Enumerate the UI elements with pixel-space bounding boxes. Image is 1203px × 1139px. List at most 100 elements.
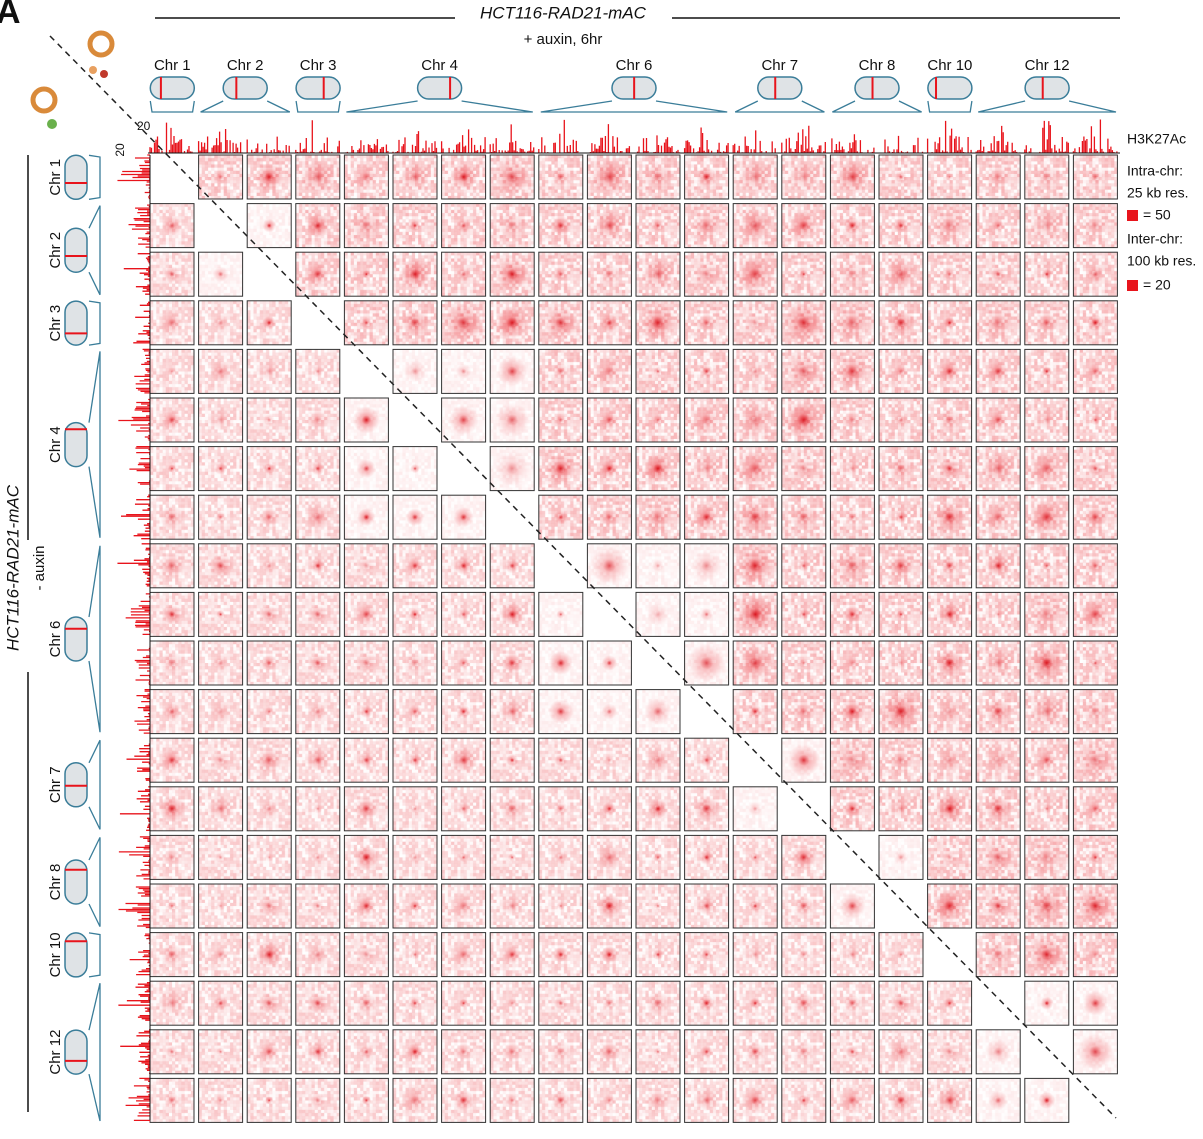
tile-border <box>489 737 535 783</box>
contact-tile <box>392 980 438 1026</box>
h3k27ac-track <box>1072 119 1118 153</box>
contact-tile <box>975 397 1021 443</box>
tile-border <box>732 446 778 492</box>
tile-spot <box>646 602 670 626</box>
tile-border <box>829 446 875 492</box>
tile-border <box>489 203 535 249</box>
legend-swatch <box>1127 280 1138 291</box>
tile-spot <box>456 704 471 719</box>
legend-text: = 20 <box>1143 277 1171 293</box>
contact-tile <box>1072 494 1118 540</box>
cell-icon <box>47 119 57 129</box>
legend-text: 100 kb res. <box>1127 253 1196 269</box>
tile-border <box>295 689 341 735</box>
tile-spot <box>985 504 1012 531</box>
tile-border <box>246 446 292 492</box>
tile-spot <box>548 699 574 725</box>
tile-spot <box>162 215 182 236</box>
tile-spot <box>1041 560 1052 571</box>
contact-tile <box>635 932 681 978</box>
tile-border <box>441 203 487 249</box>
tile-border <box>489 348 535 394</box>
tile-spot <box>983 648 1013 678</box>
tile-spot <box>790 503 818 531</box>
tile-border <box>684 543 730 589</box>
tile-spot <box>500 699 525 724</box>
tile-spot <box>884 258 918 291</box>
tile-spot <box>601 703 618 720</box>
tile-spot <box>793 992 815 1014</box>
contact-tile <box>489 446 535 492</box>
tile-spot <box>844 460 861 477</box>
tile-border <box>441 300 487 346</box>
tile-spot <box>1029 937 1064 972</box>
h3k27ac-track <box>126 737 150 783</box>
chr-icon <box>927 76 973 100</box>
tile-border <box>781 494 827 540</box>
contact-tile <box>684 300 730 346</box>
tile-border <box>975 154 1021 200</box>
tile-spot <box>259 604 279 624</box>
contact-tile <box>781 932 827 978</box>
tile-border <box>441 494 487 540</box>
contact-tile <box>246 932 292 978</box>
tile-spot <box>311 899 325 913</box>
contact-tile <box>781 300 827 346</box>
tile-border <box>635 348 681 394</box>
track-scale: 20 <box>137 119 151 133</box>
tile-border <box>781 543 827 589</box>
contact-tile <box>295 932 341 978</box>
contact-tile <box>1072 446 1118 492</box>
tile-border <box>586 640 632 686</box>
contact-tile <box>829 689 875 735</box>
tile-border <box>1072 300 1118 346</box>
tile-border <box>343 640 389 686</box>
tile-spot <box>551 167 570 187</box>
contact-tile <box>635 494 681 540</box>
chr-icon <box>64 932 88 978</box>
contact-tile <box>246 834 292 880</box>
contact-tile <box>441 640 487 686</box>
contact-tile <box>538 786 584 832</box>
contact-tile <box>441 737 487 783</box>
contact-tile <box>343 397 389 443</box>
tile-spot <box>309 702 327 721</box>
contact-tile <box>1024 494 1070 540</box>
contact-tile <box>878 203 924 249</box>
tile-border <box>295 348 341 394</box>
tile-spot <box>1028 596 1066 633</box>
legend-text: Inter-chr: <box>1127 231 1183 247</box>
tile-border <box>927 883 973 929</box>
contact-tile <box>684 251 730 297</box>
contact-tile <box>635 737 681 783</box>
contact-tile <box>1072 591 1118 637</box>
contact-tile <box>684 446 730 492</box>
tile-spot <box>693 260 721 288</box>
tile-spot <box>410 463 420 474</box>
tile-border <box>246 834 292 880</box>
tile-spot <box>307 944 328 965</box>
tile-spot <box>784 303 824 343</box>
tile-spot <box>545 453 576 484</box>
tile-border <box>781 397 827 443</box>
contact-tile <box>343 737 389 783</box>
tile-spot <box>992 219 1005 232</box>
tile-spot <box>212 946 229 963</box>
tile-border <box>684 591 730 637</box>
tile-border <box>489 251 535 297</box>
tile-spot <box>935 697 964 726</box>
tile-spot <box>450 747 477 774</box>
tile-border <box>586 251 632 297</box>
tile-spot <box>494 159 530 195</box>
contact-tile <box>781 737 827 783</box>
tile-spot <box>554 413 568 427</box>
tile-spot <box>787 355 821 388</box>
contact-tile <box>975 689 1021 735</box>
contact-tile <box>489 932 535 978</box>
tile-border <box>829 883 875 929</box>
tile-border <box>781 591 827 637</box>
tile-border <box>246 543 292 589</box>
top-condition: + auxin, 6hr <box>524 31 603 48</box>
tile-spot <box>263 463 275 475</box>
tile-border <box>489 1029 535 1075</box>
